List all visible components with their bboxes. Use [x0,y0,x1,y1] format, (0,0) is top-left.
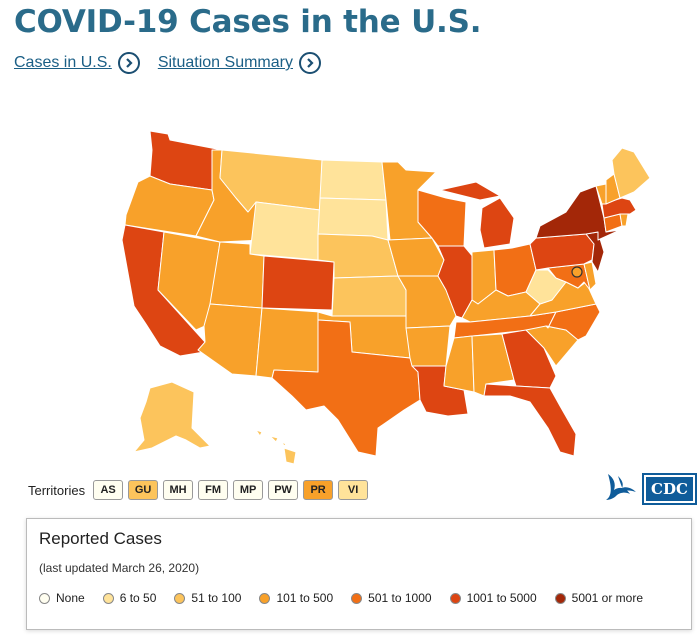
state-ME[interactable]: ME [611,147,651,199]
legend-label: 6 to 50 [119,591,157,605]
legend-item: 1001 to 5000 [449,591,537,605]
state-DE[interactable]: DE [583,261,597,291]
legend-updated: (last updated March 26, 2020) [39,561,200,575]
legend-label: 501 to 1000 [368,591,432,605]
territory-vi[interactable]: VI [338,480,369,500]
state-ND[interactable]: ND [319,159,387,201]
hhs-eagle-icon [604,470,638,507]
territory-mh[interactable]: MH [163,480,194,500]
legend-item: 5001 or more [554,591,644,605]
legend-item: 101 to 500 [259,591,333,605]
chevron-right-icon[interactable] [298,52,321,74]
state-SD[interactable]: SD [317,197,389,241]
cases-in-us-link-label[interactable]: Cases in U.S. [14,54,112,71]
state-AK[interactable]: AK [133,381,211,453]
legend-label: 51 to 100 [191,591,242,605]
page-title: COVID-19 Cases in the U.S. [14,4,482,40]
state-DC[interactable]: DC [571,266,583,278]
legend-swatch [554,592,566,604]
legend-swatch [174,592,186,604]
us-map: WA OR CA NV ID MT WY UT AZ CO NM ND SD N… [0,110,700,480]
legend-label: None [56,591,85,605]
state-HI[interactable]: HI [255,429,297,465]
legend-swatch [259,592,271,604]
legend-item: None [39,591,85,605]
legend-swatch [39,592,50,604]
legend-item: 51 to 100 [174,591,241,605]
state-AZ[interactable]: CO [197,303,263,377]
cdc-logo: CDC [604,470,697,507]
legend-item: 6 to 50 [102,591,157,605]
state-AR[interactable]: AR [405,325,451,367]
state-MI[interactable]: MI [439,181,515,249]
legend-label: 1001 to 5000 [466,591,537,605]
territories-label: Territories [28,482,86,498]
cases-in-us-link[interactable]: Cases in U.S. [14,52,140,74]
state-IL[interactable]: IL [437,245,475,319]
territory-gu[interactable]: GU [128,480,159,500]
state-WY[interactable]: WY [249,201,321,261]
legend-swatch [449,592,461,604]
territories-bar: Territories AS GU MH FM MP PW PR VI [28,480,369,500]
legend-swatch [102,592,114,604]
territory-mp[interactable]: MP [233,480,264,500]
state-CO[interactable]: AZ [261,255,335,311]
state-TX[interactable]: TX [271,319,421,457]
nav-links: Cases in U.S. Situation Summary [14,52,321,74]
territory-pw[interactable]: PW [268,480,299,500]
state-IA[interactable]: IA [387,237,445,277]
legend-items: None 6 to 50 51 to 100 101 to 500 501 to… [39,591,643,605]
state-MA[interactable]: MA [601,197,637,219]
legend-title: Reported Cases [39,529,162,548]
territory-fm[interactable]: FM [198,480,229,500]
territory-as[interactable]: AS [93,480,124,500]
legend-item: 501 to 1000 [351,591,432,605]
chevron-right-icon[interactable] [117,52,140,74]
legend-label: 5001 or more [571,591,644,605]
situation-summary-link-label[interactable]: Situation Summary [157,54,293,71]
legend: Reported Cases (last updated March 26, 2… [26,518,692,630]
situation-summary-link[interactable]: Situation Summary [158,52,321,74]
state-KS[interactable]: KS [331,275,407,317]
state-NM[interactable]: NM [255,307,321,379]
territory-pr[interactable]: PR [303,480,334,500]
legend-label: 101 to 500 [276,591,334,605]
cdc-logo-text: CDC [642,472,697,505]
legend-swatch [351,592,363,604]
state-RI[interactable]: RI [619,213,629,227]
state-FL[interactable]: FL [483,383,577,457]
